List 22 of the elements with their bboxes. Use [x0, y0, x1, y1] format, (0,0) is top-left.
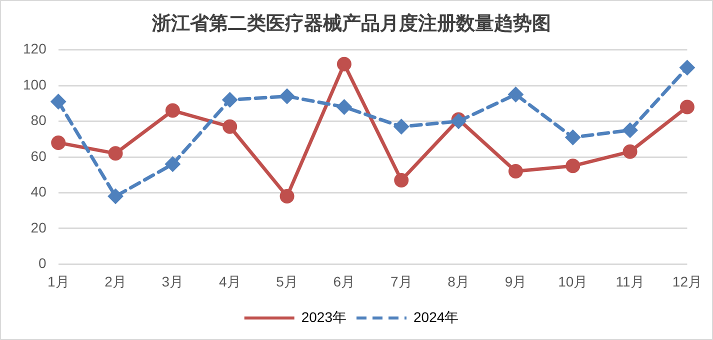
x-tick-label: 1月	[47, 273, 70, 290]
legend-label: 2023年	[301, 308, 347, 325]
x-tick-label: 6月	[333, 273, 356, 290]
x-tick-label: 7月	[390, 273, 412, 290]
y-tick-label: 80	[30, 112, 47, 128]
y-tick-label: 20	[30, 219, 47, 236]
x-tick-label: 12月	[672, 273, 702, 290]
x-tick-label: 8月	[448, 273, 470, 290]
y-tick-label: 100	[23, 76, 47, 92]
y-tick-label: 120	[23, 40, 47, 57]
x-tick-label: 9月	[504, 273, 527, 290]
x-tick-label: 5月	[276, 273, 298, 290]
chart-title: 浙江省第二类医疗器械产品月度注册数量趋势图	[151, 12, 551, 34]
y-tick-label: 0	[38, 255, 47, 272]
x-tick-label: 4月	[218, 273, 241, 290]
x-tick-label: 3月	[162, 273, 184, 290]
y-tick-label: 60	[30, 148, 47, 164]
x-tick-label: 2月	[104, 273, 126, 290]
legend-label: 2024年	[414, 308, 459, 325]
x-tick-label: 10月	[558, 273, 588, 290]
y-tick-label: 40	[30, 184, 47, 200]
x-tick-label: 11月	[616, 273, 644, 290]
